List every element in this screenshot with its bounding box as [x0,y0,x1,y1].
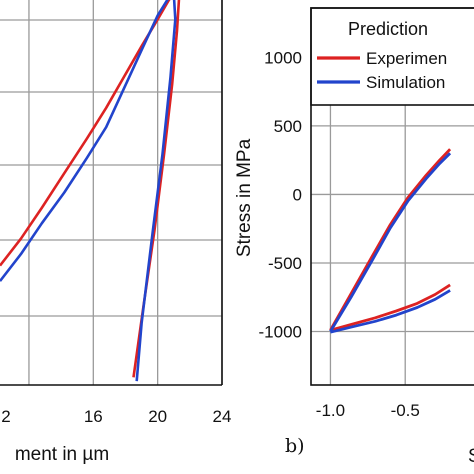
chart-b-x-tick-label: -0.5 [391,401,420,420]
chart-b-x-axis-label: S [468,446,474,467]
chart-b-legend: Prediction Experimen Simulation [310,7,474,106]
chart-a-x-tick-label: 16 [84,407,103,426]
chart-a-series-line-2 [0,0,177,382]
chart-a-x-tick-label: 24 [213,407,232,426]
chart-a: 2 16 20 24 ment in µm [0,0,231,465]
chart-b-y-tick-label: -1000 [259,323,302,342]
chart-b-legend-title: Prediction [348,19,428,39]
chart-b-x-tick-label: -1.0 [316,401,345,420]
chart-a-series-line-1 [0,0,181,378]
chart-b-panel-label: b) [285,435,305,457]
chart-b-series-line-4 [330,289,451,334]
chart-b-y-tick-label: -500 [268,254,302,273]
chart-b-y-axis-label: Stress in MPa [234,138,255,257]
chart-b-legend-label-1: Experimen [366,49,447,68]
chart-b: Prediction Experimen Simulation 1000 500 0 -50… [234,7,474,467]
chart-a-x-tick-label: 20 [148,407,167,426]
chart-b-y-tick-label: 500 [274,117,302,136]
chart-a-series [0,0,181,382]
chart-b-legend-label-2: Simulation [366,73,445,92]
chart-b-series-line-1 [329,148,452,331]
chart-b-series-line-3 [329,152,452,333]
chart-b-frame [310,7,474,386]
chart-a-x-axis-label: ment in µm [15,444,109,465]
chart-a-grid [0,0,223,385]
chart-a-x-tick-label: 2 [1,407,10,426]
chart-b-series [329,148,452,334]
chart-b-y-tick-label: 1000 [264,48,302,67]
chart-b-y-tick-label: 0 [293,185,302,204]
chart-b-series-line-2 [330,283,451,332]
